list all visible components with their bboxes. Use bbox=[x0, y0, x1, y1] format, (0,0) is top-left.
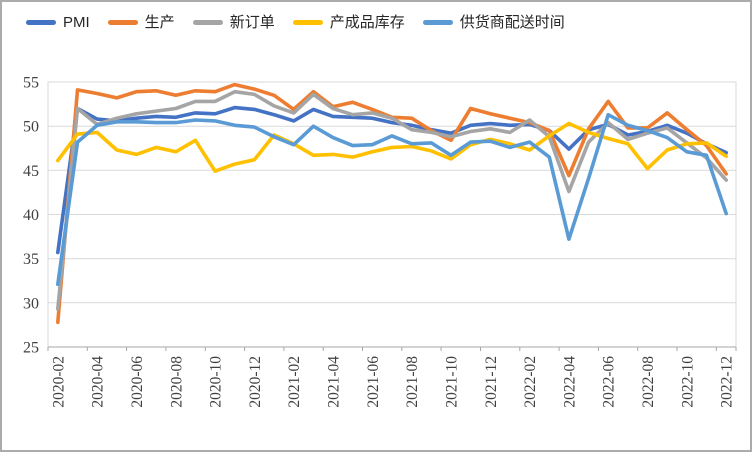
legend-marker-production-icon bbox=[107, 20, 138, 25]
series-line-supplier-delivery-time bbox=[55, 112, 729, 287]
series-line-finished-goods-inventory bbox=[55, 121, 729, 173]
x-axis-label: 2021-04 bbox=[326, 356, 343, 408]
y-axis-label: 35 bbox=[23, 251, 39, 268]
x-axis-label: 2022-08 bbox=[640, 356, 657, 408]
chart-legend: PMI 生产 新订单 产成品库存 供货商配送时间 bbox=[2, 15, 565, 30]
legend-marker-new-orders-icon bbox=[192, 20, 223, 25]
x-axis-label: 2022-02 bbox=[522, 356, 539, 408]
legend-marker-pmi-icon bbox=[26, 20, 56, 25]
x-axis-label: 2022-06 bbox=[601, 356, 618, 408]
legend-label-supplier-delivery-time: 供货商配送时间 bbox=[459, 14, 565, 31]
legend-item-new-orders: 新订单 bbox=[192, 14, 275, 31]
x-axis-label: 2021-06 bbox=[365, 356, 382, 408]
y-axis-label: 40 bbox=[23, 207, 39, 224]
y-axis-label: 50 bbox=[23, 119, 39, 136]
x-axis-label: 2020-04 bbox=[90, 356, 107, 408]
x-axis-label: 2021-12 bbox=[483, 356, 500, 408]
legend-item-pmi: PMI bbox=[26, 15, 90, 30]
legend-marker-finished-goods-inventory-icon bbox=[292, 20, 323, 25]
legend-label-new-orders: 新订单 bbox=[229, 14, 275, 31]
x-axis-label: 2021-10 bbox=[444, 356, 461, 408]
x-axis-label: 2020-08 bbox=[168, 356, 185, 408]
y-axis-label: 25 bbox=[23, 340, 39, 357]
legend-label-finished-goods-inventory: 产成品库存 bbox=[329, 14, 405, 31]
x-axis-label: 2021-02 bbox=[286, 356, 303, 408]
x-axis-label: 2021-08 bbox=[404, 356, 421, 408]
legend-item-production: 生产 bbox=[107, 14, 175, 31]
series-line-pmi bbox=[55, 105, 729, 255]
x-axis-label: 2020-12 bbox=[247, 356, 264, 408]
legend-label-pmi: PMI bbox=[63, 14, 90, 31]
x-axis-label: 2020-10 bbox=[208, 356, 225, 408]
x-axis-label: 2020-02 bbox=[50, 356, 67, 408]
x-axis-label: 2022-10 bbox=[679, 356, 696, 408]
series-line-new-orders bbox=[55, 89, 729, 311]
y-axis-label: 55 bbox=[23, 75, 39, 92]
x-axis-label: 2022-04 bbox=[561, 356, 578, 408]
x-axis-label: 2022-12 bbox=[719, 356, 736, 408]
y-axis-label: 45 bbox=[23, 163, 39, 180]
legend-item-supplier-delivery-time: 供货商配送时间 bbox=[422, 14, 565, 31]
x-axis-label: 2020-06 bbox=[129, 356, 146, 408]
legend-label-production: 生产 bbox=[144, 14, 175, 31]
legend-marker-supplier-delivery-time-icon bbox=[422, 20, 453, 25]
legend-item-finished-goods-inventory: 产成品库存 bbox=[292, 14, 405, 31]
y-axis-label: 30 bbox=[23, 295, 39, 312]
